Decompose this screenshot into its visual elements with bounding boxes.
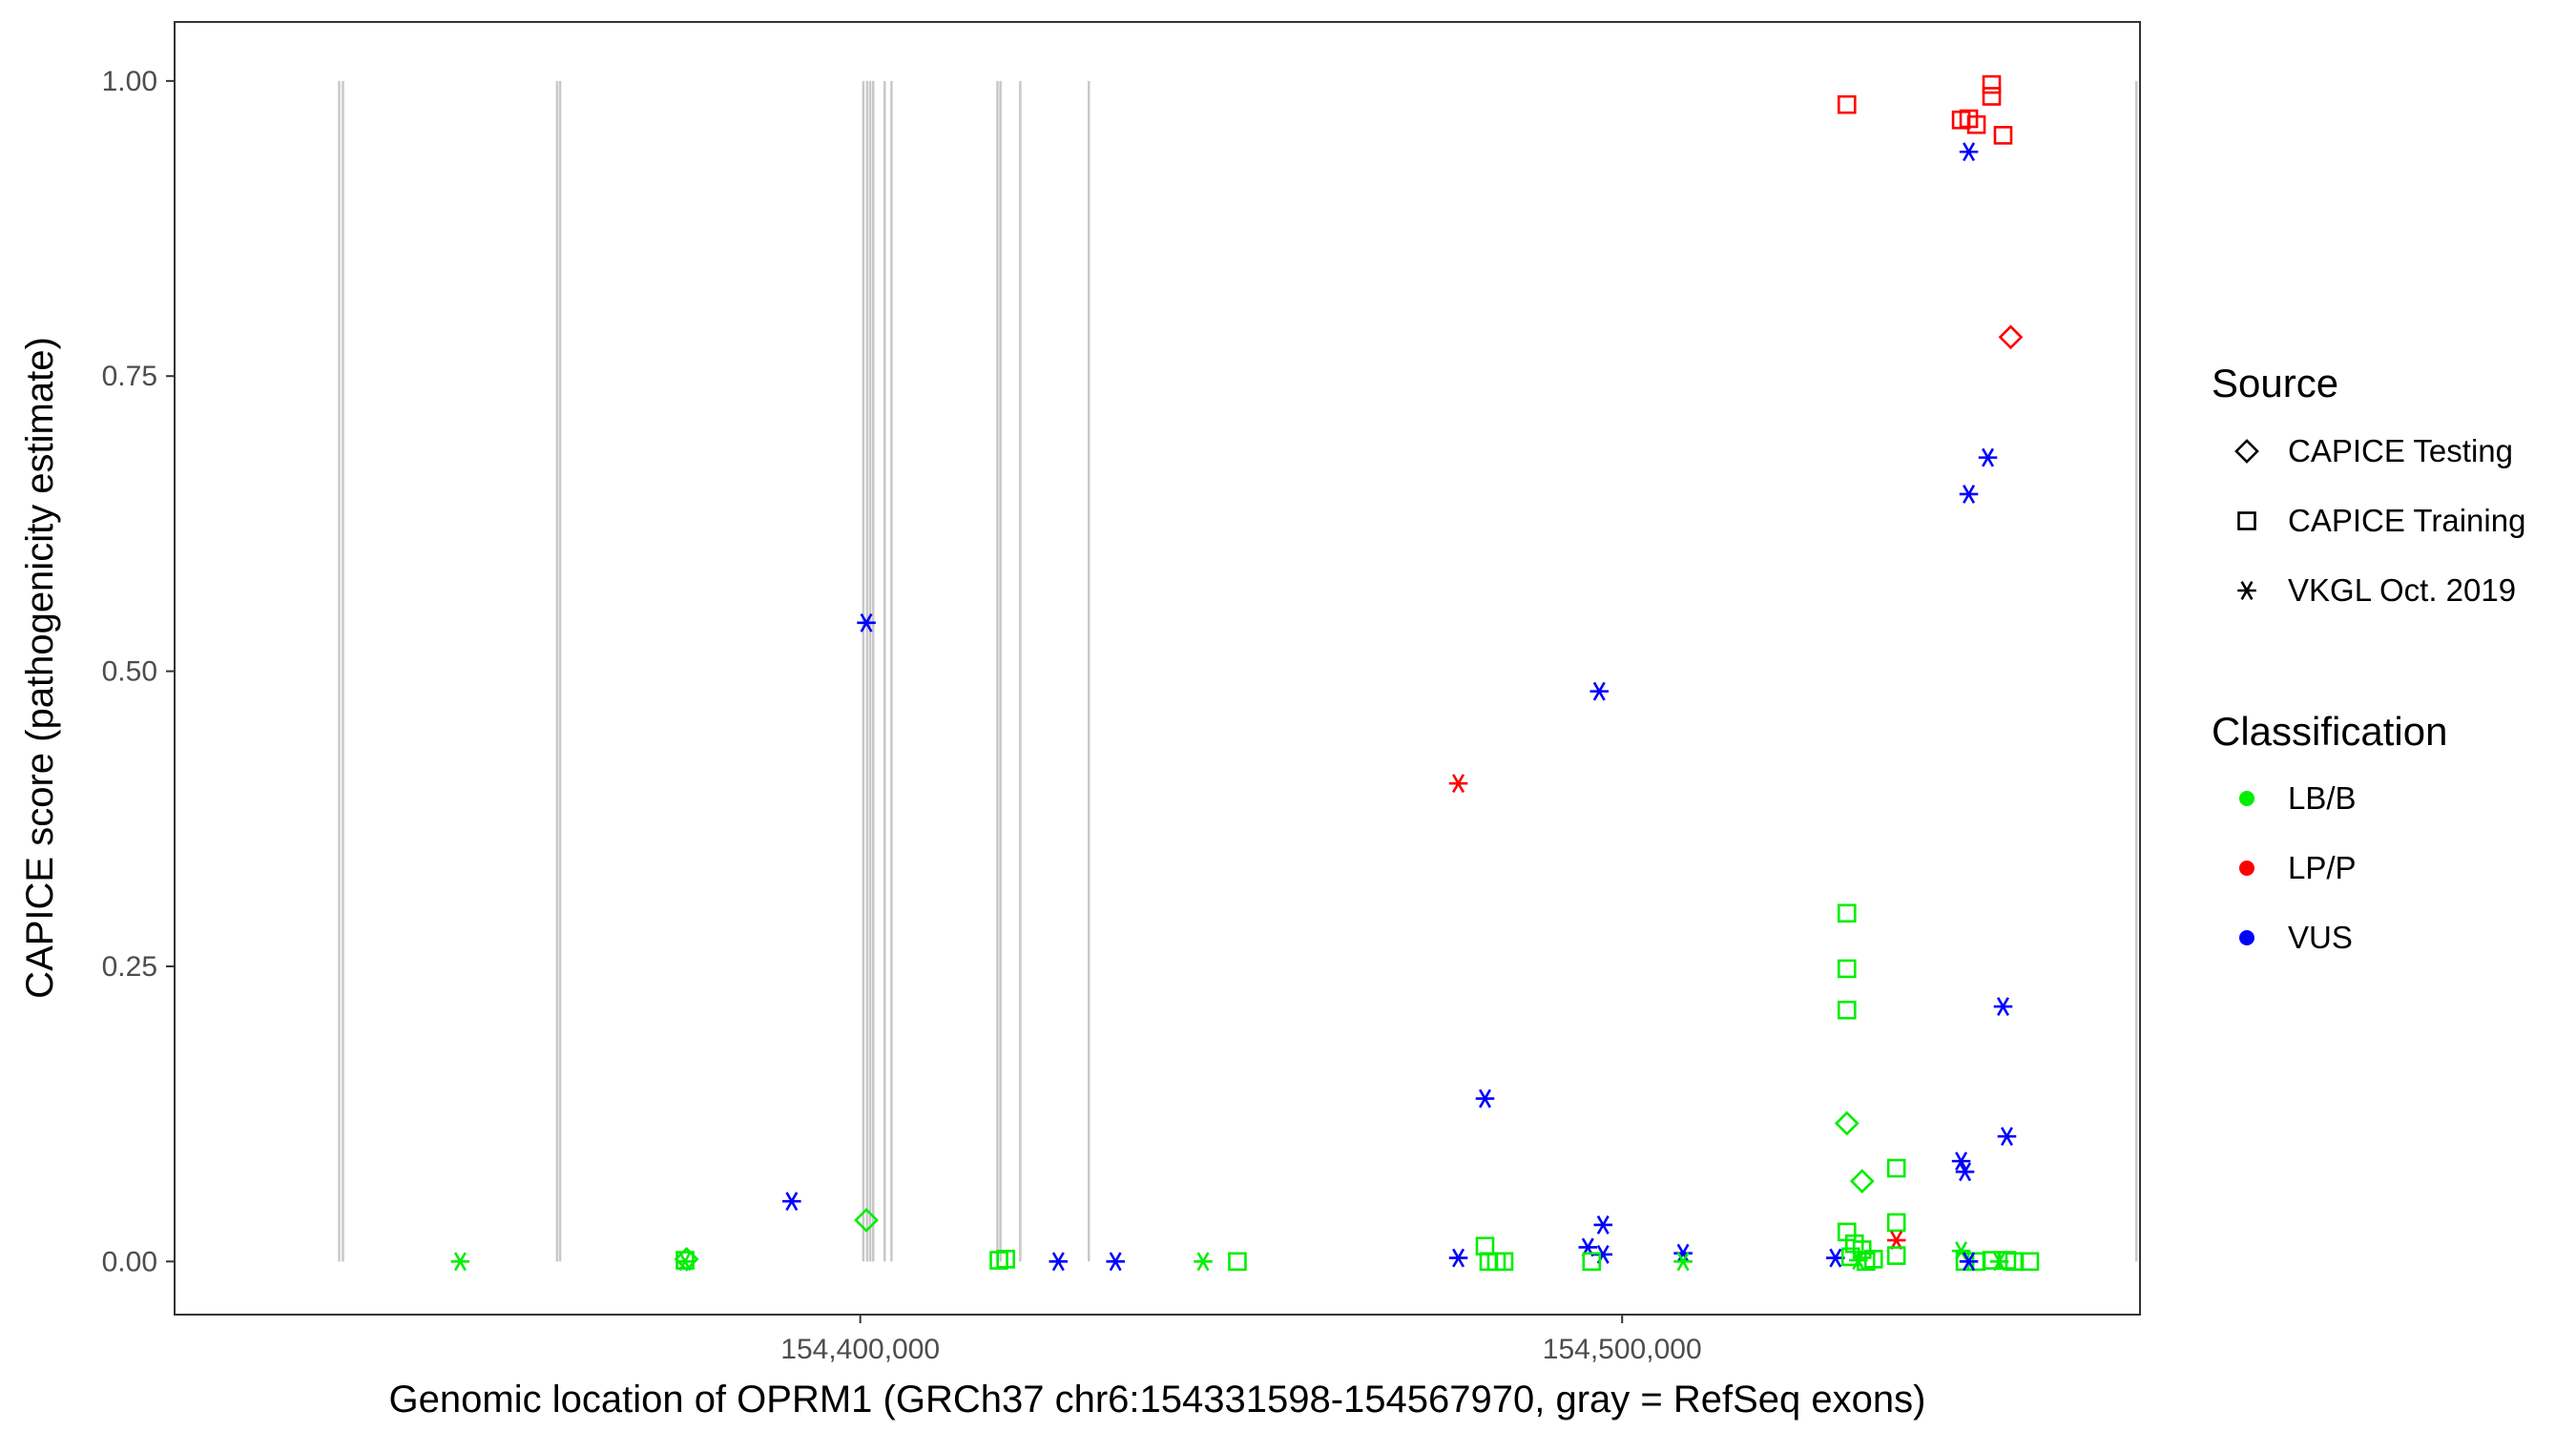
data-point (1194, 1252, 1213, 1272)
data-points (450, 74, 2040, 1272)
data-point (1886, 1158, 1906, 1178)
data-point (1886, 1246, 1906, 1265)
y-tick-label: 1.00 (102, 66, 157, 97)
legend-classification-label: VUS (2288, 920, 2353, 955)
data-point (1951, 1241, 1971, 1261)
data-point (1838, 1000, 1857, 1020)
y-tick-label: 0.50 (102, 656, 157, 688)
data-point (1863, 1250, 1883, 1269)
y-tick-label: 0.00 (102, 1246, 157, 1277)
y-axis-title: CAPICE score (pathogenicity estimate) (19, 337, 61, 999)
data-point (1959, 142, 1979, 162)
data-point (1834, 1110, 1859, 1136)
x-axis-title: Genomic location of OPRM1 (GRCh37 chr6:1… (389, 1379, 1926, 1421)
legend-source-label: CAPICE Training (2288, 503, 2525, 538)
data-point (1886, 1231, 1906, 1250)
legend-source-label: VKGL Oct. 2019 (2288, 572, 2516, 608)
data-point (674, 1246, 699, 1272)
legend-source-keys (2234, 439, 2259, 600)
legend-key-square (2237, 511, 2256, 530)
legend-classification-keys (2239, 791, 2254, 945)
y-axis: 0.00 0.25 0.50 0.75 1.00 (102, 66, 175, 1277)
data-point (1998, 324, 2024, 350)
data-point (1475, 1236, 1495, 1256)
data-point (1993, 997, 2013, 1016)
data-point (1589, 681, 1610, 701)
data-point (1982, 87, 2002, 106)
legend-key-dot (2239, 791, 2254, 806)
data-point (1978, 447, 1998, 467)
legend-classification-label: LB/B (2288, 780, 2357, 816)
legend-key-diamond (2234, 439, 2259, 464)
data-point (1959, 485, 1979, 504)
data-point (1049, 1252, 1069, 1272)
y-tick-label: 0.75 (102, 361, 157, 392)
data-point (854, 1208, 879, 1233)
data-point (1582, 1252, 1602, 1272)
legend-source: Source CAPICE Testing CAPICE Training VK… (2212, 361, 2525, 608)
data-point (1955, 1162, 1975, 1182)
legend-classification: Classification LB/B LP/P VUS (2212, 709, 2447, 955)
data-point (996, 1250, 1016, 1269)
data-point (1838, 903, 1857, 923)
legend-key-asterisk (2237, 581, 2256, 600)
x-tick-label: 154,500,000 (1543, 1334, 1702, 1365)
plot-panel-border (174, 21, 2141, 1316)
y-tick-label: 0.25 (102, 951, 157, 983)
legend-classification-label: LP/P (2288, 850, 2357, 885)
data-point (1959, 1252, 1979, 1272)
data-point (1475, 1089, 1495, 1109)
legend-source-label: CAPICE Testing (2288, 433, 2513, 468)
data-point (1951, 1151, 1971, 1172)
data-point (2020, 1252, 2040, 1272)
data-point (1838, 959, 1857, 979)
data-point (1997, 1127, 2017, 1147)
data-point (1593, 1215, 1613, 1234)
data-point (782, 1192, 801, 1212)
exon-lines (338, 80, 2138, 1262)
data-point (1993, 125, 2013, 145)
data-point (1448, 774, 1468, 794)
data-point (450, 1252, 470, 1272)
x-axis: 154,400,000 154,500,000 (780, 1315, 1702, 1365)
data-point (1106, 1252, 1125, 1272)
data-point (1673, 1252, 1693, 1272)
data-point (1494, 1252, 1514, 1272)
legend-key-dot (2239, 930, 2254, 945)
data-point (1838, 94, 1857, 114)
data-point (1886, 1213, 1906, 1233)
x-tick-label: 154,400,000 (780, 1334, 940, 1365)
legend-source-title: Source (2212, 361, 2338, 405)
data-point (1673, 1243, 1693, 1263)
data-point (1849, 1169, 1875, 1194)
data-point (857, 612, 876, 633)
legend-key-dot (2239, 861, 2254, 876)
data-point (1228, 1252, 1247, 1272)
data-point (1982, 74, 2002, 94)
data-point (1448, 1248, 1468, 1268)
data-point (1966, 114, 1986, 135)
legend-classification-title: Classification (2212, 709, 2447, 754)
